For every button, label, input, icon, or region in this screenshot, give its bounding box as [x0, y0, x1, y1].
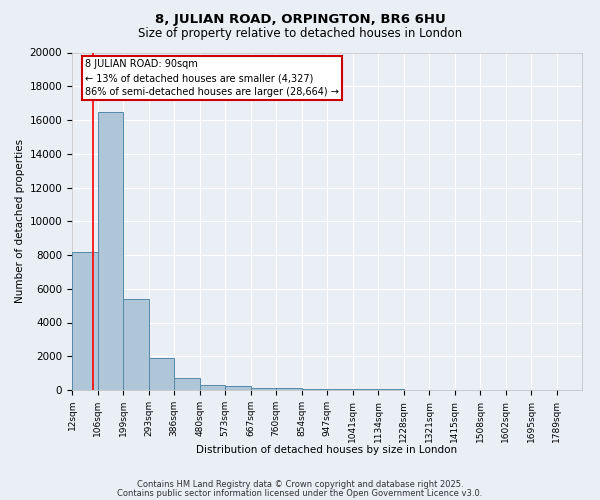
Bar — [276, 388, 302, 390]
Bar — [72, 252, 98, 390]
Bar — [149, 358, 174, 390]
Bar — [225, 386, 251, 390]
Bar — [327, 389, 353, 390]
Text: Contains public sector information licensed under the Open Government Licence v3: Contains public sector information licen… — [118, 489, 482, 498]
Y-axis label: Number of detached properties: Number of detached properties — [16, 139, 25, 304]
Bar — [123, 299, 149, 390]
Text: Size of property relative to detached houses in London: Size of property relative to detached ho… — [138, 28, 462, 40]
Text: 8 JULIAN ROAD: 90sqm
← 13% of detached houses are smaller (4,327)
86% of semi-de: 8 JULIAN ROAD: 90sqm ← 13% of detached h… — [85, 59, 339, 97]
Bar — [200, 385, 225, 390]
X-axis label: Distribution of detached houses by size in London: Distribution of detached houses by size … — [196, 444, 458, 454]
Text: Contains HM Land Registry data © Crown copyright and database right 2025.: Contains HM Land Registry data © Crown c… — [137, 480, 463, 489]
Bar — [251, 388, 276, 390]
Bar — [98, 112, 123, 390]
Bar — [302, 388, 327, 390]
Text: 8, JULIAN ROAD, ORPINGTON, BR6 6HU: 8, JULIAN ROAD, ORPINGTON, BR6 6HU — [155, 12, 445, 26]
Bar — [174, 378, 200, 390]
